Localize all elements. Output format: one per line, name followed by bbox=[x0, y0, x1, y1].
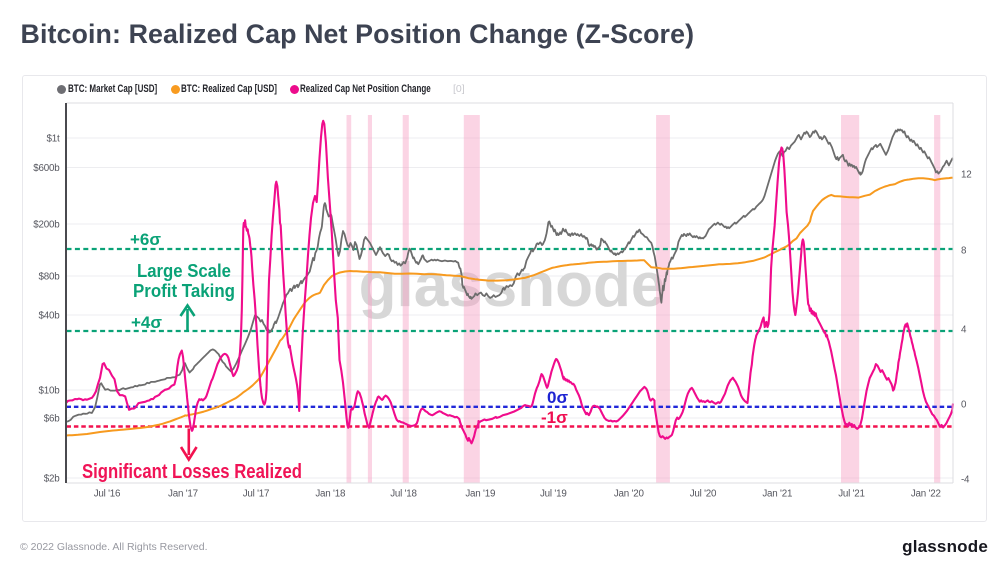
svg-text:$1t: $1t bbox=[46, 134, 59, 145]
svg-text:$80b: $80b bbox=[39, 272, 61, 283]
svg-text:Jan '19: Jan '19 bbox=[465, 489, 495, 500]
svg-text:$40b: $40b bbox=[39, 311, 61, 322]
svg-text:-4: -4 bbox=[961, 475, 970, 486]
svg-text:8: 8 bbox=[961, 246, 967, 257]
svg-text:-1σ: -1σ bbox=[541, 408, 568, 427]
svg-text:+6σ: +6σ bbox=[130, 230, 161, 249]
svg-text:Jul '16: Jul '16 bbox=[94, 489, 121, 500]
svg-text:Jul '19: Jul '19 bbox=[540, 489, 567, 500]
svg-text:Large Scale: Large Scale bbox=[137, 261, 231, 281]
svg-text:Jan '22: Jan '22 bbox=[911, 489, 941, 500]
svg-text:Jan '21: Jan '21 bbox=[762, 489, 792, 500]
svg-text:$6b: $6b bbox=[44, 414, 60, 425]
svg-text:Jan '18: Jan '18 bbox=[315, 489, 346, 500]
svg-text:0σ: 0σ bbox=[547, 388, 568, 407]
svg-text:Jul '18: Jul '18 bbox=[390, 489, 417, 500]
svg-text:Significant Losses Realized: Significant Losses Realized bbox=[82, 461, 302, 483]
svg-text:12: 12 bbox=[961, 170, 972, 181]
svg-text:4: 4 bbox=[961, 325, 967, 336]
svg-text:Jul '20: Jul '20 bbox=[690, 489, 717, 500]
svg-text:Jul '17: Jul '17 bbox=[243, 489, 270, 500]
svg-text:0: 0 bbox=[961, 400, 967, 411]
svg-text:Jan '20: Jan '20 bbox=[614, 489, 645, 500]
svg-text:$10b: $10b bbox=[39, 386, 61, 397]
svg-text:+4σ: +4σ bbox=[131, 313, 162, 332]
svg-text:$200b: $200b bbox=[33, 220, 60, 231]
svg-text:Jan '17: Jan '17 bbox=[168, 489, 198, 500]
svg-text:$600b: $600b bbox=[33, 163, 60, 174]
svg-text:Jul '21: Jul '21 bbox=[838, 489, 865, 500]
svg-text:Profit Taking: Profit Taking bbox=[133, 281, 235, 301]
svg-text:$2b: $2b bbox=[44, 474, 60, 485]
